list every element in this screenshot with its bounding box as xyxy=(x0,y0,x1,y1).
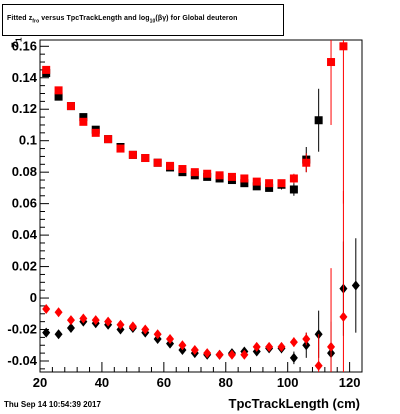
y-tick-label: 0.1 xyxy=(19,133,37,148)
data-point-diamond xyxy=(265,341,274,352)
data-point-square xyxy=(289,174,298,183)
x-tick-label: 40 xyxy=(95,375,109,390)
data-point-square xyxy=(314,116,323,125)
data-point-square xyxy=(128,150,137,159)
data-point-diamond xyxy=(66,315,75,326)
x-tick-label: 100 xyxy=(277,375,299,390)
data-point-diamond xyxy=(215,349,224,360)
title-middle: versus TpcTrackLength and log xyxy=(39,15,150,22)
data-point-square xyxy=(277,179,286,188)
data-point-square xyxy=(54,86,63,95)
data-point-diamond xyxy=(190,344,199,355)
data-point-square xyxy=(327,58,336,67)
data-point-diamond xyxy=(289,337,298,348)
data-point-square xyxy=(141,154,150,163)
data-point-square xyxy=(252,182,261,191)
data-point-diamond xyxy=(339,311,348,322)
data-point-diamond xyxy=(203,348,212,359)
x-tick-label: 20 xyxy=(33,375,47,390)
axes: -0.04 -0.02 0 0.02 0.04 0.06 0.08 0.1 0.12 0.14 0.… xyxy=(7,38,363,390)
y-tick-label: 0.04 xyxy=(12,227,38,242)
x-tick-label: 120 xyxy=(339,375,361,390)
data-point-square xyxy=(215,171,224,180)
plot-frame xyxy=(39,39,363,373)
data-point-diamond xyxy=(277,341,286,352)
data-point-diamond xyxy=(327,341,336,352)
y-tick-label: 0.02 xyxy=(12,259,37,274)
data-point-square xyxy=(79,113,88,122)
data-point-diamond xyxy=(66,322,75,333)
data-point-diamond xyxy=(240,349,249,360)
x-axis-label: TpcTrackLength (cm) xyxy=(228,396,360,411)
data-point-diamond xyxy=(141,324,150,335)
data-point-square xyxy=(79,117,88,126)
data-point-diamond xyxy=(54,307,63,318)
y-tick-label: 0 xyxy=(30,290,37,305)
data-point-square xyxy=(265,179,274,188)
y-tick-label: 0.12 xyxy=(12,101,37,116)
y-tick-label: 0.08 xyxy=(12,164,37,179)
x-tick-label: 60 xyxy=(157,375,171,390)
chart-title: Fitted zfro versus TpcTrackLength and lo… xyxy=(7,15,238,24)
x-tick-label: 80 xyxy=(219,375,233,390)
title-suffix: (βγ) for Global deuteron xyxy=(155,15,238,22)
date-stamp: Thu Sep 14 10:54:39 2017 xyxy=(4,400,101,409)
data-point-square xyxy=(91,128,100,137)
data-point-square xyxy=(227,172,236,181)
data-point-diamond xyxy=(252,341,261,352)
data-point-square xyxy=(289,185,298,194)
y-axis-label: z1 xyxy=(7,37,24,48)
y-tick-label: 0.16 xyxy=(12,38,37,53)
data-point-diamond xyxy=(178,340,187,351)
title-prefix: Fitted z xyxy=(7,15,33,22)
data-point-diamond xyxy=(166,333,175,344)
y-axis-label-sub: 1 xyxy=(14,37,24,42)
data-point-square xyxy=(339,42,348,51)
data-point-square xyxy=(42,65,51,74)
title-sub-2: 10 xyxy=(149,18,156,25)
data-point-square xyxy=(166,161,175,170)
data-point-diamond xyxy=(227,349,236,360)
data-point-square xyxy=(54,92,63,101)
y-tick-label: 0.14 xyxy=(12,70,38,85)
data-point-diamond xyxy=(351,280,360,291)
data-point-diamond xyxy=(79,313,88,324)
data-point-square xyxy=(153,158,162,167)
data-point-diamond xyxy=(116,319,125,330)
data-point-diamond xyxy=(104,316,113,327)
data-point-diamond xyxy=(153,329,162,340)
data-point-square xyxy=(104,135,113,144)
data-point-square xyxy=(252,177,261,186)
data-point-square xyxy=(190,168,199,177)
data-point-square xyxy=(265,183,274,192)
data-point-diamond xyxy=(289,352,298,363)
data-point-square xyxy=(240,179,249,188)
data-point-diamond xyxy=(42,304,51,315)
data-point-diamond xyxy=(42,327,51,338)
data-marks xyxy=(42,40,360,372)
chart-title-box: Fitted zfro versus TpcTrackLength and lo… xyxy=(2,4,284,36)
y-tick-label: 0.06 xyxy=(12,196,37,211)
data-point-diamond xyxy=(314,360,323,371)
data-point-square xyxy=(302,158,311,167)
data-point-diamond xyxy=(302,333,311,344)
y-tick-label: -0.02 xyxy=(7,322,37,337)
data-point-square xyxy=(203,169,212,178)
y-tick-label: -0.04 xyxy=(7,353,37,368)
data-point-square xyxy=(178,165,187,174)
data-point-diamond xyxy=(54,329,63,340)
data-point-diamond xyxy=(91,315,100,326)
data-point-square xyxy=(116,144,125,153)
data-point-square xyxy=(240,174,249,183)
title-sub-1: fro xyxy=(32,18,40,25)
data-point-diamond xyxy=(128,321,137,332)
data-point-square xyxy=(66,102,75,111)
